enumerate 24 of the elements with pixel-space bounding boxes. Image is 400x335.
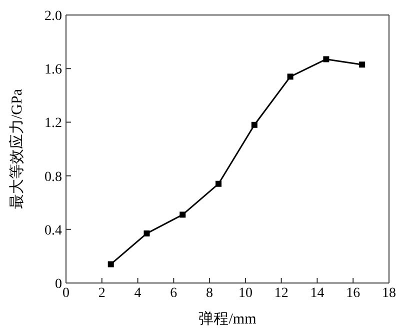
x-tick-label: 6: [170, 286, 178, 301]
point: [287, 74, 294, 80]
point: [323, 56, 330, 62]
x-axis-title: 弹程/mm: [198, 310, 257, 328]
x-tick-label: 14: [310, 286, 324, 301]
x-tick-label: 12: [274, 286, 288, 301]
point: [359, 62, 366, 68]
x-tick-label: 10: [238, 286, 252, 301]
y-axis-title: 最大等效应力/GPa: [8, 88, 26, 209]
y-tick-label: 0.4: [44, 223, 62, 238]
point: [108, 261, 114, 268]
point: [251, 122, 258, 128]
x-tick-label: 18: [382, 286, 396, 301]
y-tick-label: 2.0: [44, 8, 62, 24]
y-tick-label: 1.6: [44, 62, 62, 78]
x-tick-label: 4: [134, 286, 142, 301]
point: [216, 180, 222, 187]
point: [180, 212, 186, 218]
y-tick-label: 0.8: [44, 170, 62, 185]
x-tick-label: 8: [206, 286, 214, 301]
x-tick-label: 2: [98, 286, 106, 301]
point: [144, 230, 150, 236]
x-tick-label: 16: [346, 286, 360, 301]
y-tick-label: 1.2: [44, 116, 62, 132]
